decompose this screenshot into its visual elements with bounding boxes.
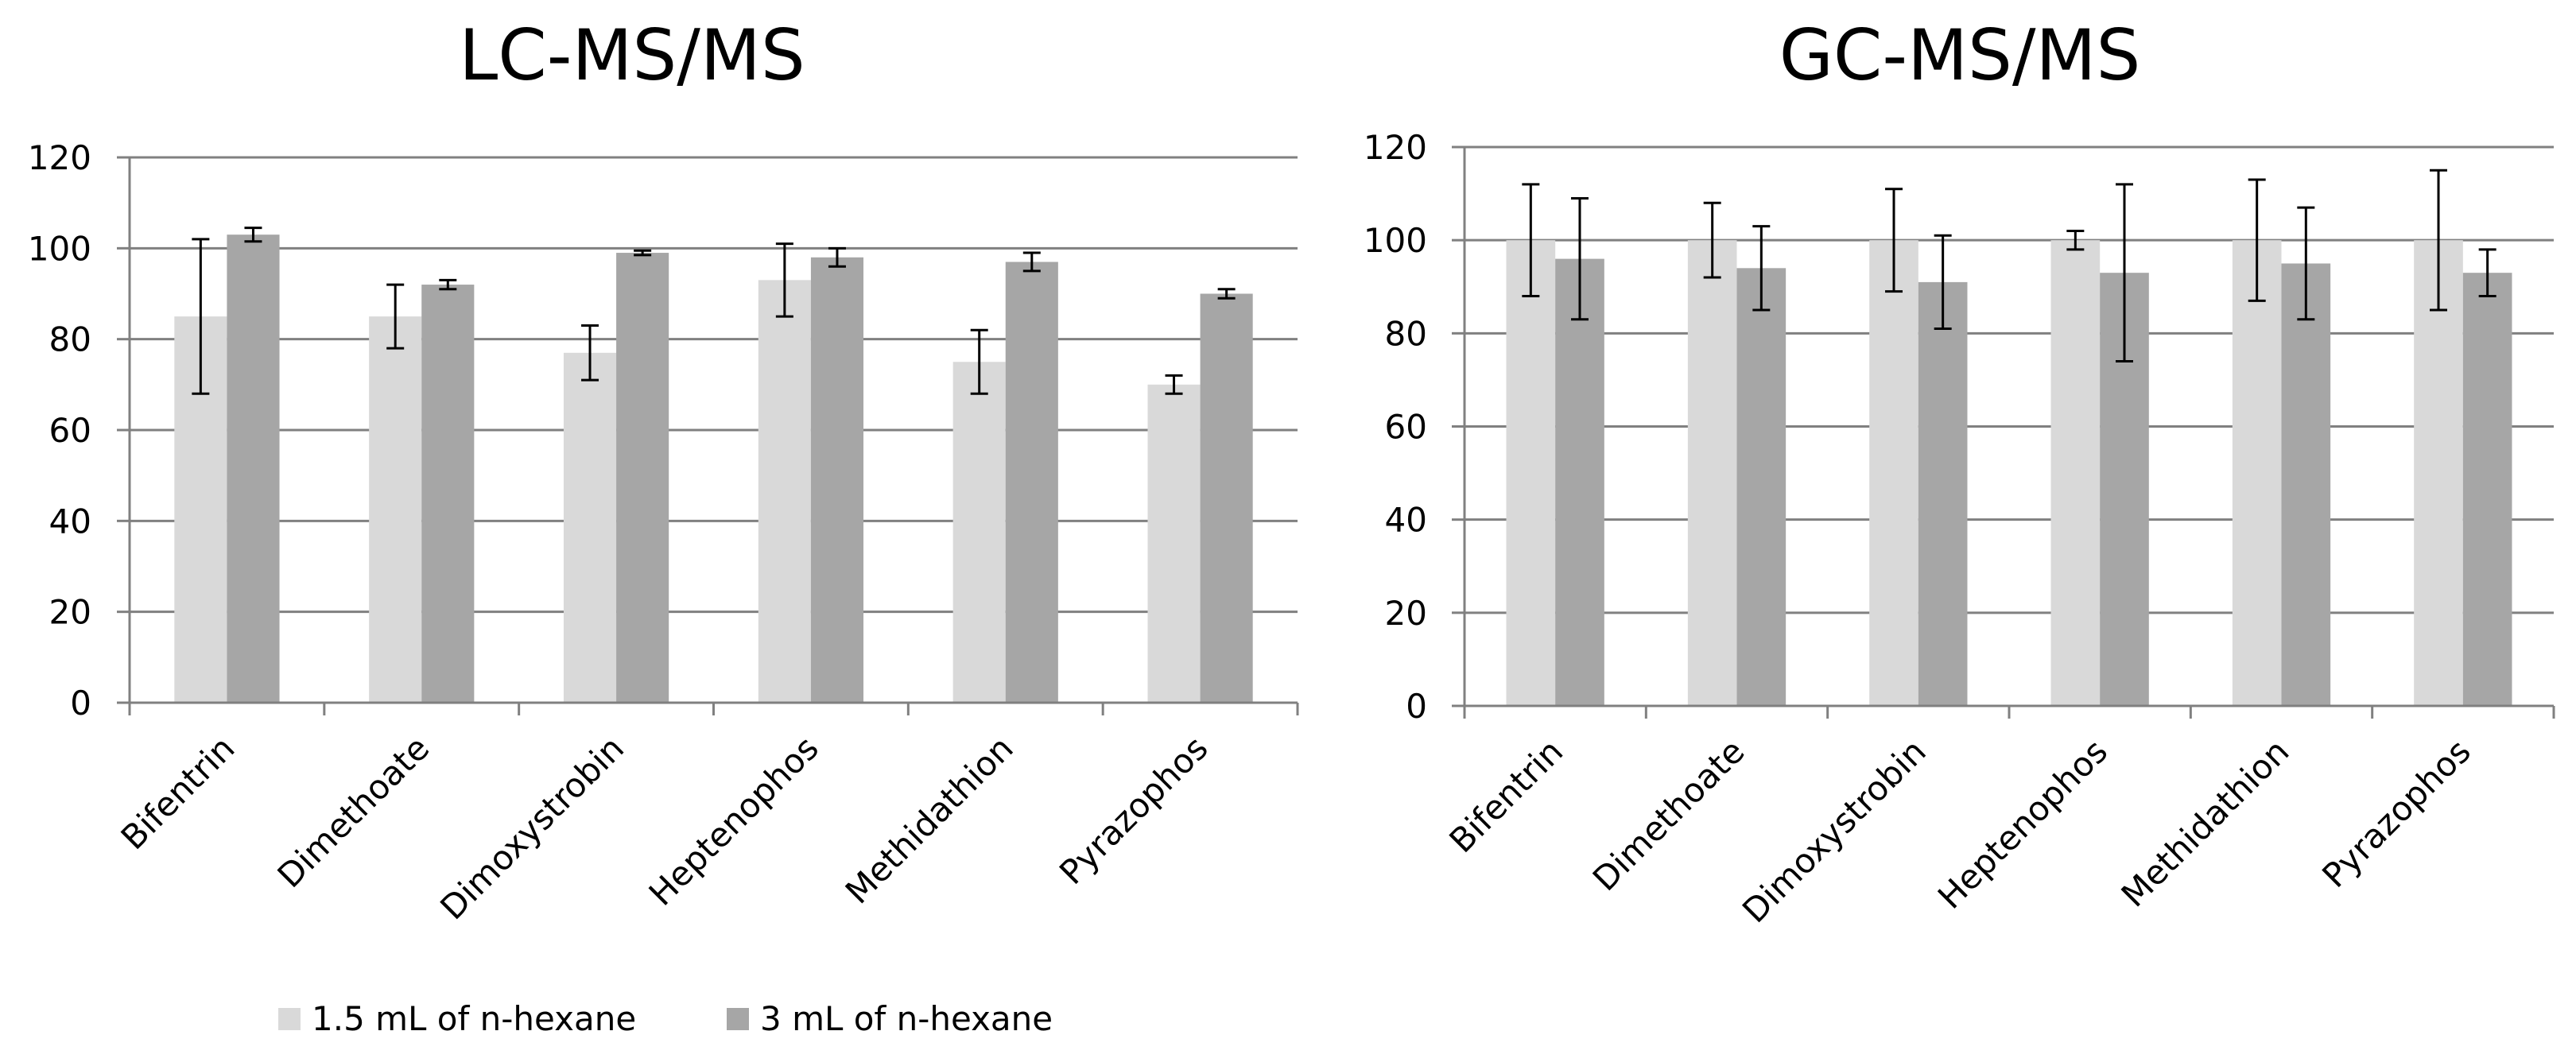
bar-series-2 (2462, 273, 2512, 706)
chart-lc-msms: LC-MS/MS 0 20 40 60 80 100 120 Bifentrin Dimetho… (28, 14, 1299, 927)
y-tick-label: 20 (1385, 594, 1427, 633)
bar-series-1 (952, 362, 1006, 703)
bar-series-2 (1736, 268, 1787, 707)
legend-swatch-series-2 (727, 1008, 749, 1030)
bar-series-1 (563, 352, 617, 703)
bar-series-2 (1005, 262, 1058, 703)
y-tick-label: 0 (1406, 687, 1427, 726)
category-label: Dimoxystrobin (433, 728, 631, 927)
category-label: Methidathion (2114, 731, 2297, 914)
chart-gc-msms: GC-MS/MS 0 20 40 60 80 100 120 Bifentrin Dimetho… (1364, 14, 2555, 930)
bar-series-2 (421, 285, 475, 703)
bar-series-2 (616, 253, 669, 703)
y-tick-label: 100 (28, 229, 91, 268)
category-label: Bifentrin (1441, 731, 1570, 860)
category-label: Bifentrin (114, 728, 242, 857)
category-label: Dimoxystrobin (1735, 731, 1934, 930)
category-label: Heptenophos (642, 728, 826, 913)
y-tick-label: 60 (49, 411, 91, 450)
bar-series-1 (1147, 384, 1201, 703)
category-label: Pyrazophos (2314, 731, 2478, 895)
chart-title: GC-MS/MS (1779, 14, 2141, 96)
bar-series-1 (2414, 240, 2463, 707)
legend-label-series-2: 3 mL of n-hexane (760, 999, 1053, 1038)
bar-series-1 (2050, 240, 2101, 707)
category-label: Dimethoate (1585, 731, 1752, 898)
y-tick-label: 40 (49, 502, 91, 541)
y-tick-label: 120 (28, 138, 91, 177)
category-label: Pyrazophos (1052, 728, 1216, 892)
legend-swatch-series-1 (278, 1008, 301, 1030)
category-label: Heptenophos (1930, 731, 2115, 916)
y-tick-label: 40 (1385, 501, 1427, 540)
legend: 1.5 mL of n-hexane 3 mL of n-hexane (278, 999, 1053, 1038)
y-tick-label: 100 (1364, 221, 1427, 260)
bar-series-2 (1555, 258, 1604, 707)
bar-series-2 (810, 257, 864, 703)
bar-series-1 (1506, 240, 1556, 707)
bar-series-2 (2281, 263, 2331, 706)
legend-label-series-1: 1.5 mL of n-hexane (312, 999, 636, 1038)
bar-series-1 (1869, 240, 1918, 707)
bar-series-2 (227, 234, 280, 703)
y-tick-label: 60 (1385, 408, 1427, 447)
chart-title: LC-MS/MS (459, 14, 805, 96)
y-tick-label: 80 (49, 320, 91, 359)
bar-series-1 (369, 316, 422, 703)
bar-series-2 (1918, 281, 1968, 706)
bar-series-2 (1200, 293, 1253, 703)
category-label: Methidathion (838, 728, 1021, 911)
bar-series-1 (2232, 240, 2282, 707)
y-tick-label: 120 (1364, 128, 1427, 167)
y-tick-label: 80 (1385, 314, 1427, 353)
bar-series-1 (758, 280, 811, 703)
category-label: Dimethoate (270, 728, 437, 895)
y-tick-label: 20 (49, 593, 91, 632)
bar-series-1 (1687, 240, 1737, 707)
y-tick-label: 0 (70, 684, 91, 723)
